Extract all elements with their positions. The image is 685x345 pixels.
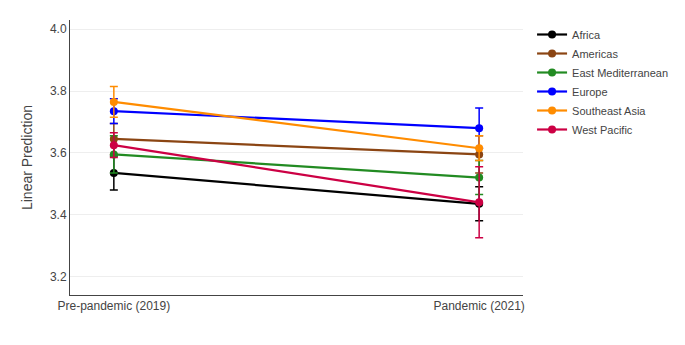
svg-text:Linear Prediction: Linear Prediction	[19, 105, 35, 210]
svg-text:4.0: 4.0	[50, 22, 67, 36]
svg-text:Pre-pandemic (2019): Pre-pandemic (2019)	[57, 299, 170, 313]
svg-text:Pandemic (2021): Pandemic (2021)	[433, 299, 524, 313]
svg-text:3.2: 3.2	[50, 270, 67, 284]
svg-text:3.6: 3.6	[50, 146, 67, 160]
svg-text:Southeast Asia: Southeast Asia	[572, 105, 646, 117]
svg-text:Americas: Americas	[572, 48, 618, 60]
svg-text:3.8: 3.8	[50, 84, 67, 98]
svg-text:Europe: Europe	[572, 86, 607, 98]
svg-text:East Mediterranean: East Mediterranean	[572, 67, 668, 79]
svg-text:Africa: Africa	[572, 29, 601, 41]
svg-text:West Pacific: West Pacific	[572, 124, 633, 136]
svg-text:3.4: 3.4	[50, 208, 67, 222]
